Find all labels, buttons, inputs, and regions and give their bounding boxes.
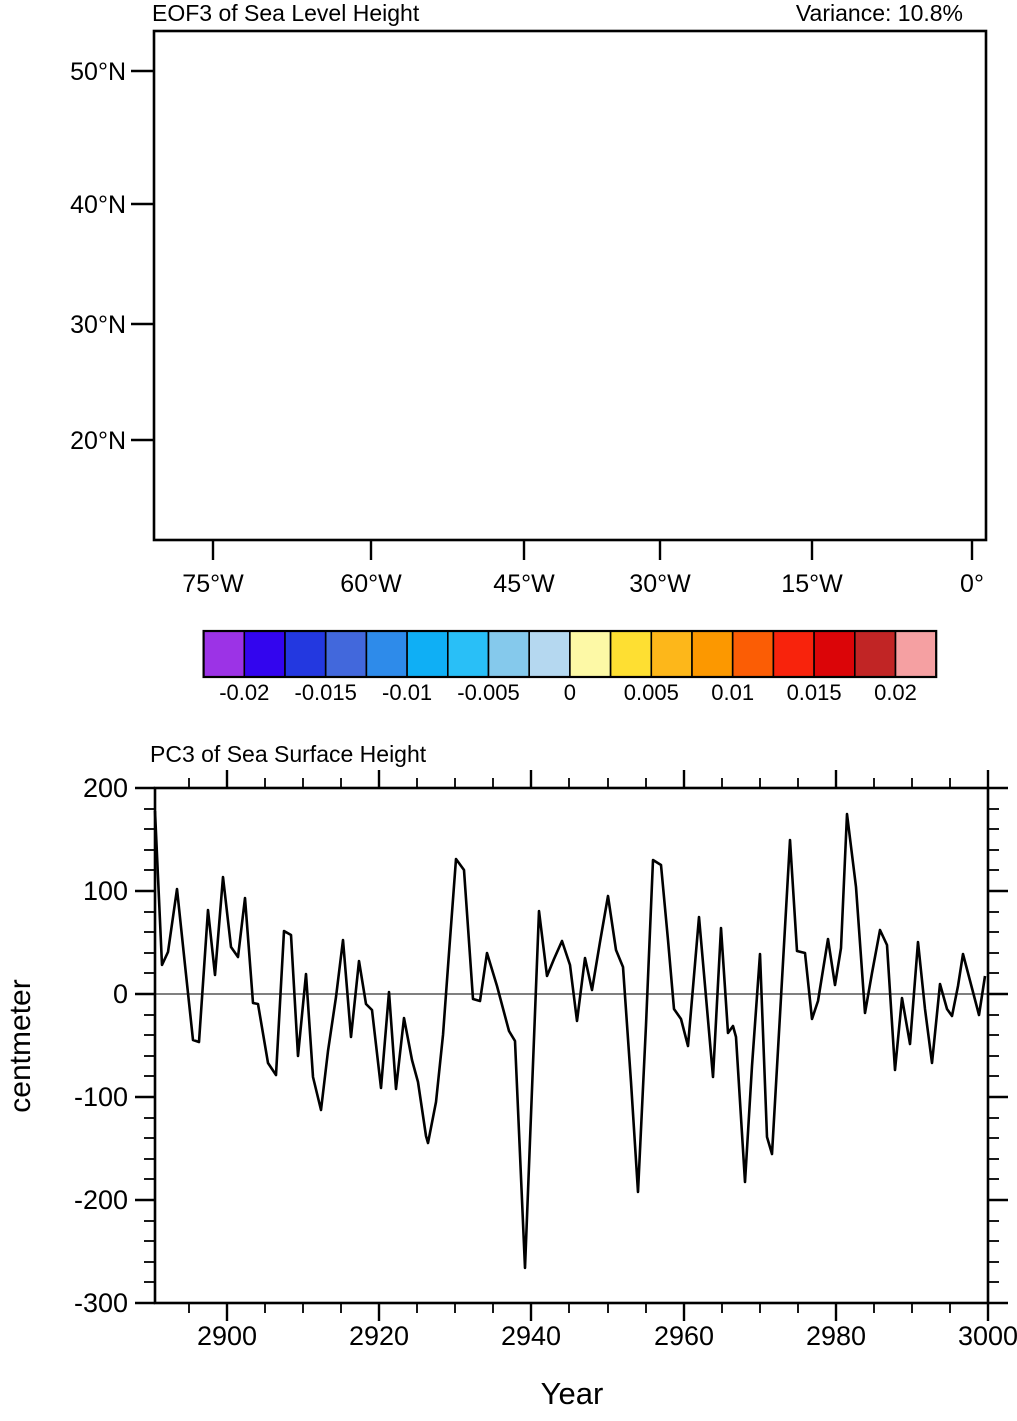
svg-text:2920: 2920: [349, 1321, 409, 1351]
svg-text:15°W: 15°W: [781, 570, 843, 598]
svg-text:Year: Year: [541, 1376, 604, 1411]
svg-text:-0.015: -0.015: [295, 680, 357, 705]
svg-text:20°N: 20°N: [70, 427, 126, 455]
svg-text:-300: -300: [74, 1288, 128, 1318]
svg-text:0.015: 0.015: [787, 680, 842, 705]
svg-text:100: 100: [83, 876, 128, 906]
svg-text:0: 0: [564, 680, 576, 705]
svg-text:45°W: 45°W: [493, 570, 555, 598]
svg-text:75°W: 75°W: [182, 570, 244, 598]
svg-text:-0.01: -0.01: [382, 680, 432, 705]
svg-text:0.005: 0.005: [624, 680, 679, 705]
svg-text:0.01: 0.01: [711, 680, 754, 705]
svg-text:30°W: 30°W: [629, 570, 691, 598]
svg-text:0°: 0°: [960, 570, 984, 598]
svg-text:40°N: 40°N: [70, 191, 126, 219]
svg-text:-200: -200: [74, 1185, 128, 1215]
svg-text:-0.005: -0.005: [457, 680, 519, 705]
svg-text:60°W: 60°W: [340, 570, 402, 598]
svg-text:centmeter: centmeter: [4, 979, 37, 1112]
svg-text:200: 200: [83, 773, 128, 803]
svg-text:50°N: 50°N: [70, 58, 126, 86]
svg-text:2960: 2960: [654, 1321, 714, 1351]
svg-text:-100: -100: [74, 1082, 128, 1112]
svg-text:2980: 2980: [806, 1321, 866, 1351]
svg-text:0.02: 0.02: [874, 680, 917, 705]
svg-text:EOF3 of Sea Level Height: EOF3 of Sea Level Height: [152, 0, 420, 26]
svg-text:-0.02: -0.02: [219, 680, 269, 705]
svg-text:30°N: 30°N: [70, 311, 126, 339]
svg-text:PC3 of Sea Surface Height: PC3 of Sea Surface Height: [150, 741, 427, 767]
svg-text:2900: 2900: [197, 1321, 257, 1351]
svg-text:Variance: 10.8%: Variance: 10.8%: [796, 0, 963, 26]
svg-text:2940: 2940: [501, 1321, 561, 1351]
svg-text:3000: 3000: [958, 1321, 1017, 1351]
svg-text:0: 0: [113, 979, 128, 1009]
